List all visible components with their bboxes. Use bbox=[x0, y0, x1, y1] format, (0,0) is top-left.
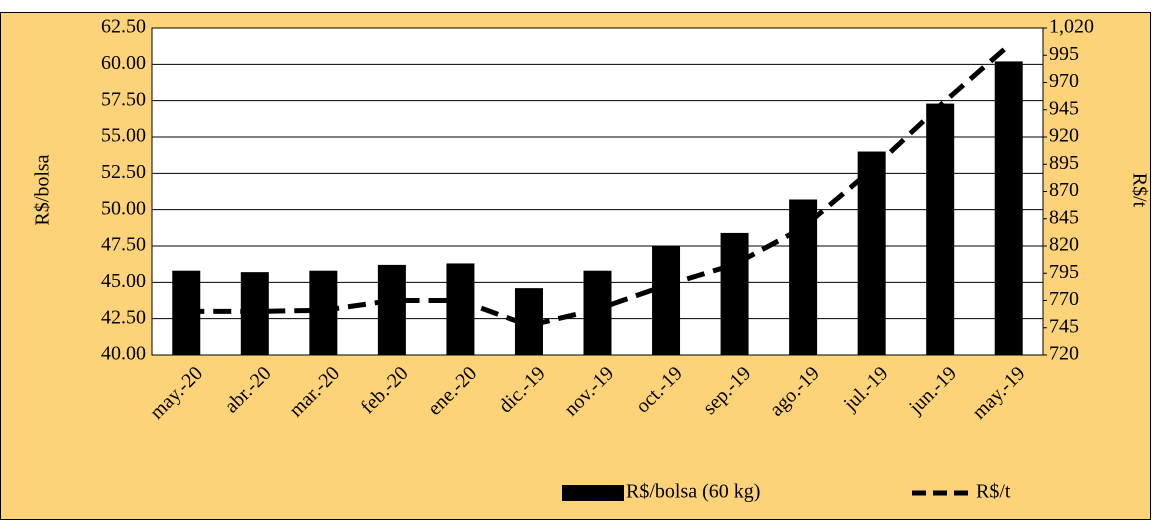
bar bbox=[994, 61, 1023, 355]
y-tick-label: 57.50 bbox=[101, 88, 146, 110]
bar bbox=[377, 264, 406, 355]
y2-tick-label: 770 bbox=[1049, 288, 1079, 310]
y2-tick-label: 895 bbox=[1049, 152, 1079, 174]
y-tick-label: 40.00 bbox=[101, 343, 146, 365]
y-tick-label: 42.50 bbox=[101, 306, 146, 328]
bar bbox=[720, 232, 749, 355]
y-tick-label: 55.00 bbox=[101, 125, 146, 147]
y-tick-label: 50.00 bbox=[101, 197, 146, 219]
bar bbox=[789, 199, 818, 355]
y2-tick-label: 945 bbox=[1049, 97, 1079, 119]
legend-label: R$/t bbox=[976, 481, 1011, 503]
y2-axis-label: R$/t bbox=[1128, 173, 1150, 208]
y2-tick-label: 745 bbox=[1049, 315, 1079, 337]
y2-tick-label: 920 bbox=[1049, 125, 1079, 147]
y-axis-label: R$/bolsa bbox=[32, 154, 54, 225]
y2-tick-label: 845 bbox=[1049, 206, 1079, 228]
bar bbox=[446, 263, 475, 355]
bar bbox=[926, 103, 955, 355]
y-tick-label: 60.00 bbox=[101, 52, 146, 74]
y2-tick-label: 1,020 bbox=[1049, 16, 1094, 38]
bar bbox=[652, 246, 681, 355]
line bbox=[186, 43, 1011, 329]
y2-tick-label: 870 bbox=[1049, 179, 1079, 201]
bar bbox=[857, 151, 886, 355]
y2-tick-label: 720 bbox=[1049, 343, 1079, 365]
y2-tick-label: 820 bbox=[1049, 234, 1079, 256]
y-tick-label: 45.00 bbox=[101, 270, 146, 292]
y2-tick-label: 795 bbox=[1049, 261, 1079, 283]
legend-swatch bbox=[562, 485, 624, 501]
y-tick-label: 47.50 bbox=[101, 234, 146, 256]
y-tick-label: 52.50 bbox=[101, 161, 146, 183]
y-tick-label: 62.50 bbox=[101, 16, 146, 38]
legend-label: R$/bolsa (60 kg) bbox=[626, 481, 760, 503]
y2-tick-label: 970 bbox=[1049, 70, 1079, 92]
bar bbox=[309, 270, 338, 355]
y2-tick-label: 995 bbox=[1049, 43, 1079, 65]
